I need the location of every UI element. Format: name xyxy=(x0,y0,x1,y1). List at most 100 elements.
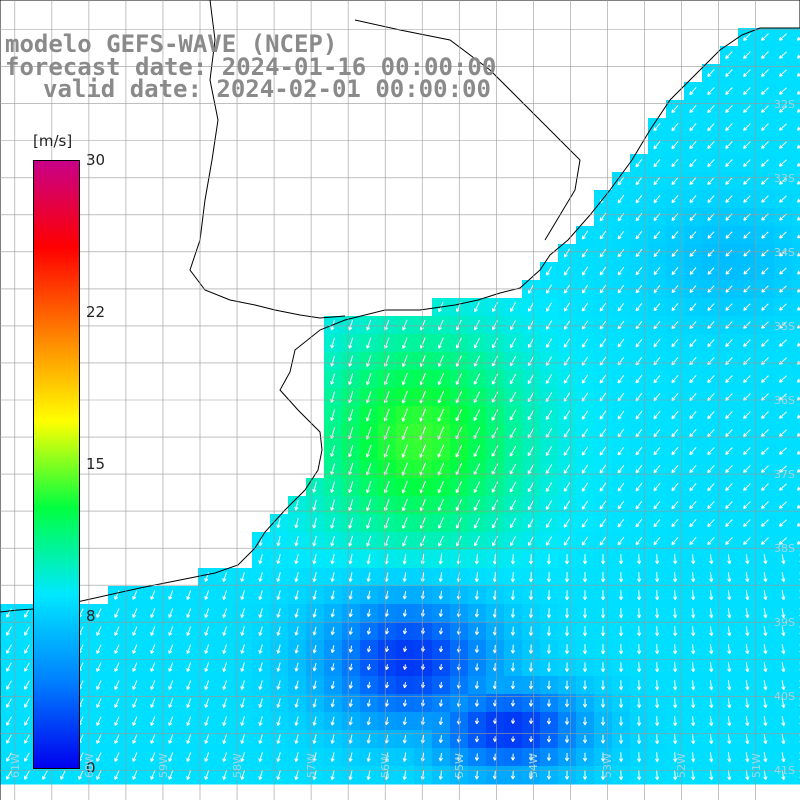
wind-arrow xyxy=(796,378,800,383)
wind-arrow xyxy=(186,770,192,780)
wind-arrow xyxy=(546,626,552,636)
wind-arrows xyxy=(6,33,800,781)
wind-arrow xyxy=(725,69,733,78)
wind-arrow xyxy=(563,410,571,420)
wind-arrow xyxy=(796,216,800,221)
wind-arrow xyxy=(617,464,625,474)
wind-arrow xyxy=(725,375,733,383)
wind-arrow xyxy=(761,537,769,545)
wind-arrow xyxy=(655,644,660,655)
wind-arrow xyxy=(294,698,299,708)
wind-arrow xyxy=(709,626,714,637)
wind-arrow xyxy=(168,590,174,600)
wind-arrow xyxy=(402,752,407,762)
wind-arrow xyxy=(312,499,317,511)
wind-arrow xyxy=(600,716,606,726)
wind-arrow xyxy=(761,249,769,257)
wind-arrow xyxy=(240,770,245,780)
lat-label: 41S xyxy=(774,764,795,778)
wind-arrow xyxy=(796,468,800,473)
wind-arrow xyxy=(617,248,625,258)
wind-arrow xyxy=(707,105,715,114)
wind-arrow xyxy=(330,445,336,458)
wind-arrow xyxy=(509,499,517,511)
wind-arrow xyxy=(366,553,371,565)
wind-arrow xyxy=(365,444,372,458)
wind-arrow xyxy=(402,717,407,726)
wind-arrow xyxy=(707,267,715,275)
wind-arrow xyxy=(599,482,607,492)
wind-arrow xyxy=(564,699,570,708)
wind-arrow xyxy=(761,105,769,113)
wind-arrow xyxy=(474,681,480,690)
wind-arrow xyxy=(796,414,800,419)
wind-arrow xyxy=(6,770,12,780)
wind-arrow xyxy=(366,699,371,707)
wind-arrow xyxy=(653,194,661,204)
wind-arrow xyxy=(582,752,588,762)
wind-arrow xyxy=(402,609,407,617)
wind-arrow xyxy=(761,231,769,239)
wind-arrow xyxy=(781,626,786,637)
wind-arrow xyxy=(204,752,210,762)
wind-arrow xyxy=(78,770,84,780)
wind-arrow xyxy=(510,590,515,600)
wind-arrow xyxy=(636,734,642,744)
wind-arrow xyxy=(617,230,625,240)
wind-arrow xyxy=(473,409,481,422)
wind-arrow xyxy=(778,87,787,95)
wind-arrow xyxy=(781,554,786,565)
wind-arrow xyxy=(618,770,624,781)
wind-arrow xyxy=(366,517,372,529)
wind-arrow xyxy=(24,734,30,744)
wind-arrow xyxy=(582,626,588,637)
wind-arrow xyxy=(743,447,751,455)
wind-arrow xyxy=(240,698,245,708)
wind-arrow xyxy=(204,770,210,780)
wind-arrow xyxy=(564,608,570,619)
wind-arrow xyxy=(743,195,751,203)
wind-arrow xyxy=(564,680,570,690)
wind-arrow xyxy=(150,590,156,600)
lat-label: 39S xyxy=(774,616,795,630)
wind-arrow xyxy=(491,499,499,511)
wind-arrow xyxy=(402,699,408,707)
wind-cell xyxy=(792,370,800,389)
wind-arrow xyxy=(581,536,589,546)
wind-arrow xyxy=(636,770,642,781)
wind-cell xyxy=(792,568,800,587)
wind-arrow xyxy=(745,680,750,691)
wind-arrow xyxy=(796,522,800,527)
wind-arrow xyxy=(96,680,102,690)
wind-arrow xyxy=(186,608,192,618)
wind-arrow xyxy=(438,681,444,689)
wind-arrow xyxy=(599,266,607,276)
wind-arrow xyxy=(258,752,263,763)
wind-arrow xyxy=(653,140,661,150)
wind-arrow xyxy=(581,302,589,312)
wind-arrow xyxy=(761,519,769,527)
wind-arrow xyxy=(618,698,624,708)
wind-speed-field xyxy=(0,28,800,785)
wind-arrow xyxy=(781,734,786,745)
wind-arrow xyxy=(636,554,642,565)
wind-arrow xyxy=(618,626,624,637)
wind-cell xyxy=(792,298,800,317)
wind-arrow xyxy=(96,608,102,618)
wind-arrow xyxy=(96,770,102,780)
wind-arrow xyxy=(745,626,750,637)
wind-arrow xyxy=(618,572,624,583)
wind-arrow xyxy=(725,159,733,167)
wind-arrow xyxy=(671,176,679,186)
wind-arrow xyxy=(563,518,571,528)
wind-arrow xyxy=(330,627,335,636)
wind-arrow xyxy=(150,770,156,780)
wind-arrow xyxy=(727,770,732,781)
wind-arrow xyxy=(725,339,733,347)
wind-arrow xyxy=(366,590,371,600)
wind-arrow xyxy=(745,644,750,655)
wind-arrow xyxy=(366,681,371,689)
